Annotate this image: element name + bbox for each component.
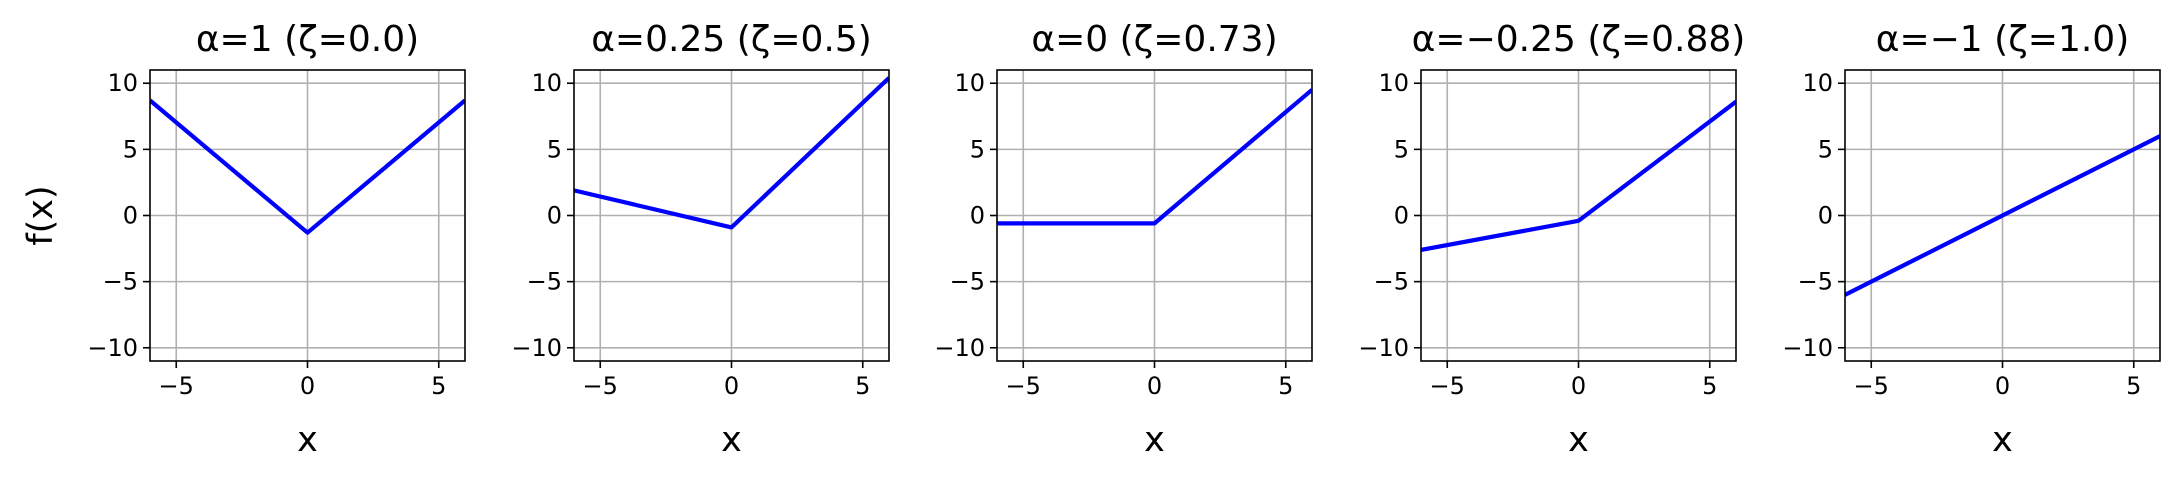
x-tick-label: 5 <box>431 372 446 400</box>
x-tick-label: 0 <box>1995 372 2010 400</box>
y-tick-label: −10 <box>1358 334 1409 362</box>
x-axis-label: x <box>1992 420 2013 460</box>
y-tick-label: 5 <box>1394 135 1409 163</box>
y-tick-label: −5 <box>1798 268 1833 296</box>
y-tick-label: 0 <box>547 202 562 230</box>
y-tick-label: −10 <box>1782 334 1833 362</box>
series-line <box>574 76 889 230</box>
y-tick-label: 0 <box>123 202 138 230</box>
y-tick-label: 5 <box>1818 135 1833 163</box>
x-axis-label: x <box>1568 420 1589 460</box>
subplot-1: −5 0 5 10 5 0 −5 −10 α=1 (ζ=0.0) x f(x) <box>21 19 466 460</box>
y-tick-label: −5 <box>103 268 138 296</box>
y-tick-label: 5 <box>123 135 138 163</box>
y-tick-label: −5 <box>1374 268 1409 296</box>
x-tick-label: 0 <box>724 372 739 400</box>
series-line <box>1845 134 2160 297</box>
subplot-4: −5 0 5 10 5 0 −5 −10 α=−0.25 (ζ=0.88) x <box>1358 19 1745 460</box>
subplot-5: −5 0 5 10 5 0 −5 −10 α=−1 (ζ=1.0) x <box>1782 19 2161 460</box>
x-tick-label: 5 <box>2126 372 2141 400</box>
chart-title: α=0.25 (ζ=0.5) <box>591 19 872 60</box>
x-tick-label: −5 <box>159 372 194 400</box>
x-tick-label: 5 <box>1702 372 1717 400</box>
y-tick-label: −10 <box>934 334 985 362</box>
y-tick-label: −10 <box>511 334 562 362</box>
x-tick-label: −5 <box>1006 372 1041 400</box>
y-axis-label: f(x) <box>21 185 61 245</box>
x-tick-label: −5 <box>1854 372 1889 400</box>
x-tick-label: 5 <box>855 372 870 400</box>
series-line <box>150 98 465 235</box>
chart-title: α=0 (ζ=0.73) <box>1031 19 1277 60</box>
y-tick-label: −5 <box>527 268 562 296</box>
x-tick-label: 0 <box>1571 372 1586 400</box>
y-tick-label: 10 <box>531 69 562 97</box>
y-tick-label: 0 <box>970 202 985 230</box>
chart-title: α=−1 (ζ=1.0) <box>1876 19 2130 60</box>
x-tick-label: 0 <box>1147 372 1162 400</box>
x-tick-label: −5 <box>583 372 618 400</box>
x-axis-label: x <box>297 420 318 460</box>
y-tick-label: 10 <box>107 69 138 97</box>
y-tick-label: 0 <box>1394 202 1409 230</box>
x-tick-label: 5 <box>1278 372 1293 400</box>
y-tick-label: 5 <box>970 135 985 163</box>
subplot-3: −5 0 5 10 5 0 −5 −10 α=0 (ζ=0.73) x <box>934 19 1313 460</box>
chart-title: α=−0.25 (ζ=0.88) <box>1412 19 1746 60</box>
y-tick-label: 10 <box>954 69 985 97</box>
series-line <box>1421 100 1736 252</box>
x-axis-label: x <box>721 420 742 460</box>
x-axis-label: x <box>1144 420 1165 460</box>
series-line <box>997 88 1312 226</box>
x-tick-label: −5 <box>1430 372 1465 400</box>
y-tick-label: −10 <box>87 334 138 362</box>
y-tick-label: 0 <box>1818 202 1833 230</box>
subplot-2: −5 0 5 10 5 0 −5 −10 α=0.25 (ζ=0.5) x <box>511 19 890 460</box>
y-tick-label: −5 <box>950 268 985 296</box>
x-tick-label: 0 <box>300 372 315 400</box>
y-tick-label: 10 <box>1378 69 1409 97</box>
chart-title: α=1 (ζ=0.0) <box>196 19 419 60</box>
y-tick-label: 5 <box>547 135 562 163</box>
y-tick-label: 10 <box>1802 69 1833 97</box>
